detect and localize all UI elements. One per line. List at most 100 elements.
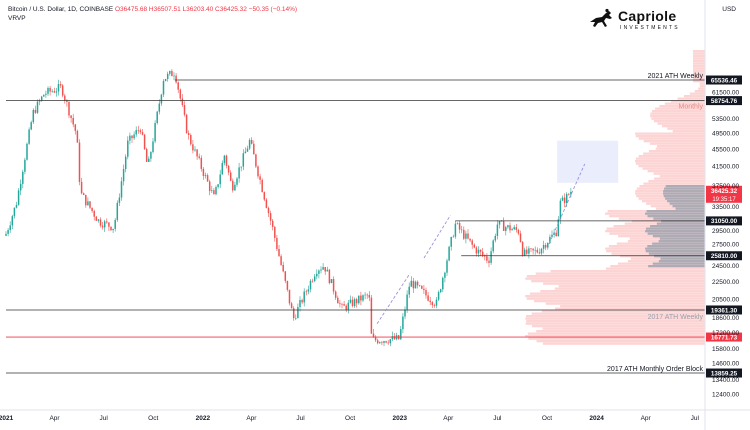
candle-body [116, 202, 119, 220]
profile-bar [525, 322, 705, 325]
price-label-text: 58754.76 [711, 98, 738, 105]
profile-bar [693, 67, 705, 70]
y-tick-label: 18600.00 [712, 315, 739, 322]
profile-bar [659, 105, 705, 108]
candle-body [80, 181, 83, 194]
profile-bar [649, 142, 705, 145]
profile-bar [542, 327, 705, 330]
candle-body [412, 280, 415, 289]
candle-body [475, 247, 478, 254]
candle-body [479, 249, 482, 252]
candle-body [324, 267, 326, 272]
candle-body [416, 281, 419, 286]
x-tick-label: Oct [542, 415, 552, 422]
candle-body [435, 299, 438, 306]
candle-body [358, 295, 360, 304]
candlestick-series [5, 69, 572, 347]
candle-body [570, 191, 572, 195]
profile-bar [653, 172, 705, 175]
y-tick-label: 29500.00 [712, 228, 739, 235]
profile-bar [531, 280, 705, 283]
profile-bar [693, 57, 705, 60]
trend-line[interactable] [376, 273, 411, 324]
price-label-text: 13859.25 [711, 370, 738, 377]
profile-bar [605, 267, 705, 270]
profile-bar [677, 97, 705, 100]
level-annotation: Monthly [678, 104, 703, 111]
candle-body [101, 225, 104, 228]
price-label: 19361.30 [706, 305, 742, 315]
candle-body [129, 135, 131, 141]
candle-body [360, 295, 362, 301]
candle-body [530, 248, 532, 250]
price-label-text: 16771.73 [711, 334, 738, 341]
profile-bar-value-area [663, 195, 705, 198]
profile-bar-value-area [647, 245, 705, 248]
profile-bar-value-area [647, 232, 705, 235]
candle-body [236, 178, 238, 185]
profile-bar-value-area [652, 242, 705, 245]
candle-body [381, 342, 383, 343]
candle-body [444, 272, 446, 278]
profile-bar [662, 125, 705, 128]
candle-body [519, 233, 522, 242]
candle-body [557, 219, 560, 237]
profile-bar [545, 302, 705, 305]
last-price-label: 36425.32 19:35:17 [706, 185, 742, 203]
profile-bar [693, 65, 705, 68]
candle-body [248, 139, 251, 149]
candle-body [194, 149, 196, 151]
trend-line[interactable] [548, 163, 586, 244]
candle-body [481, 251, 484, 256]
candle-body [540, 248, 543, 254]
candle-body [561, 197, 564, 201]
profile-bar [635, 132, 705, 135]
profile-bar [550, 270, 705, 273]
profile-bar [541, 310, 705, 313]
candle-body [43, 94, 45, 97]
candle-body [337, 297, 339, 304]
candle-body [278, 249, 280, 257]
candle-body [97, 219, 100, 221]
candle-body [47, 87, 49, 94]
candle-body [143, 134, 146, 150]
profile-bar [659, 175, 705, 178]
profile-bar [528, 337, 705, 340]
y-tick-label: 14600.00 [712, 361, 739, 368]
candle-body [242, 153, 245, 167]
indicator-label[interactable]: VRVP [8, 15, 26, 22]
profile-bar [638, 137, 705, 140]
candle-body [507, 225, 509, 228]
candle-body [217, 184, 219, 188]
ohlc-values: O36475.68 H36507.51 L36203.40 C36425.32 … [114, 6, 298, 13]
trend-lines [376, 163, 586, 324]
candle-body [234, 184, 236, 191]
profile-bar-value-area [645, 212, 705, 215]
profile-bar [689, 92, 705, 95]
candle-body [89, 201, 91, 208]
profile-bar [664, 102, 705, 105]
candle-body [200, 157, 203, 169]
candle-body [431, 302, 434, 306]
candle-body [255, 154, 257, 167]
candle-body [301, 300, 303, 303]
price-label-bg [706, 251, 742, 261]
currency-label[interactable]: USD [722, 6, 736, 13]
candle-body [418, 285, 421, 286]
profile-bar-value-area [654, 255, 705, 258]
candle-body [70, 115, 72, 118]
candle-body [414, 281, 417, 289]
candle-body [494, 235, 497, 241]
candle-body [347, 302, 350, 310]
profile-bar-value-area [646, 210, 705, 213]
profile-bar [558, 285, 705, 288]
candle-body [452, 236, 455, 238]
candle-body [95, 216, 98, 221]
candle-body [51, 91, 53, 92]
profile-bar-value-area [659, 237, 705, 240]
candle-body [280, 256, 282, 265]
level-annotation: 2017 ATH Monthly Order Block [607, 366, 703, 373]
candle-body [82, 193, 85, 195]
trend-line[interactable] [423, 214, 451, 259]
